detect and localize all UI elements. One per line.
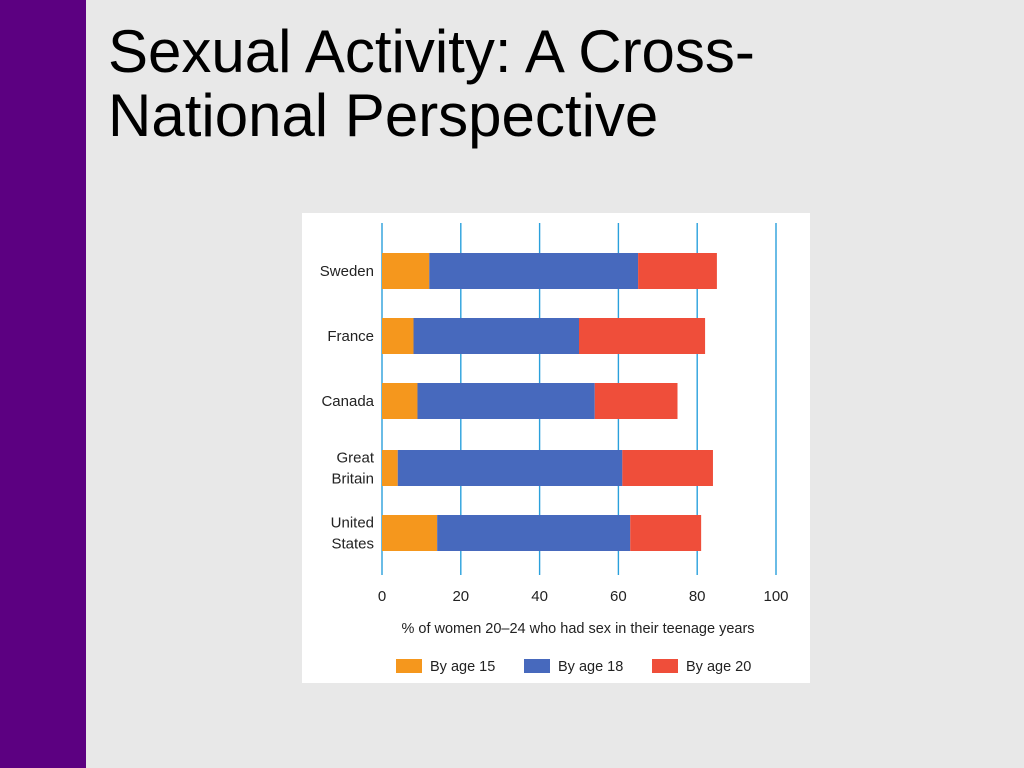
x-tick-label: 0 [378,588,386,605]
bar-great-britain-by-age-15 [382,450,398,486]
legend-swatch [524,659,550,673]
bar-sweden-by-age-15 [382,253,430,289]
legend-label: By age 18 [558,659,623,675]
bar-united-states-by-age-15 [382,515,438,551]
x-tick-label: 40 [531,588,548,605]
bar-united-states-by-age-20 [630,515,702,551]
bar-great-britain-by-age-18 [397,450,623,486]
x-tick-labels: 0 20 40 60 80 100 [378,588,789,605]
x-tick-label: 60 [610,588,627,605]
x-tick-label: 20 [452,588,469,605]
slide-title: Sexual Activity: A Cross- National Persp… [108,20,988,148]
category-label: France [327,328,374,345]
x-tick-label: 100 [763,588,788,605]
category-label: States [331,536,374,553]
stacked-bar-chart: Sweden France Canada Great Britain United Stat… [320,223,789,675]
legend-label: By age 20 [686,659,751,675]
bars [382,253,717,551]
bar-sweden-by-age-20 [638,253,717,289]
bar-great-britain-by-age-20 [622,450,713,486]
bar-france-by-age-18 [413,318,579,354]
bar-sweden-by-age-18 [429,253,639,289]
category-label: Britain [331,471,374,488]
bar-canada-by-age-20 [594,383,678,419]
slide-sidebar-accent [0,0,86,768]
x-tick-label: 80 [689,588,706,605]
legend-label: By age 15 [430,659,495,675]
bar-united-states-by-age-18 [437,515,631,551]
legend-swatch [652,659,678,673]
slide-title-line-1: Sexual Activity: A Cross- [108,18,755,85]
category-label: Canada [321,393,374,410]
slide-title-line-2: National Perspective [108,82,659,149]
x-axis-label: % of women 20–24 who had sex in their te… [401,621,754,637]
bar-france-by-age-20 [579,318,706,354]
bar-canada-by-age-15 [382,383,418,419]
bar-canada-by-age-18 [417,383,595,419]
legend: By age 15 By age 18 By age 20 [396,659,751,675]
category-labels: Sweden France Canada Great Britain United Stat… [320,263,375,553]
category-label: Great [336,450,374,467]
legend-swatch [396,659,422,673]
category-label: Sweden [320,263,374,280]
category-label: United [331,515,374,532]
chart-panel: Sweden France Canada Great Britain United Stat… [302,213,810,683]
bar-france-by-age-15 [382,318,414,354]
